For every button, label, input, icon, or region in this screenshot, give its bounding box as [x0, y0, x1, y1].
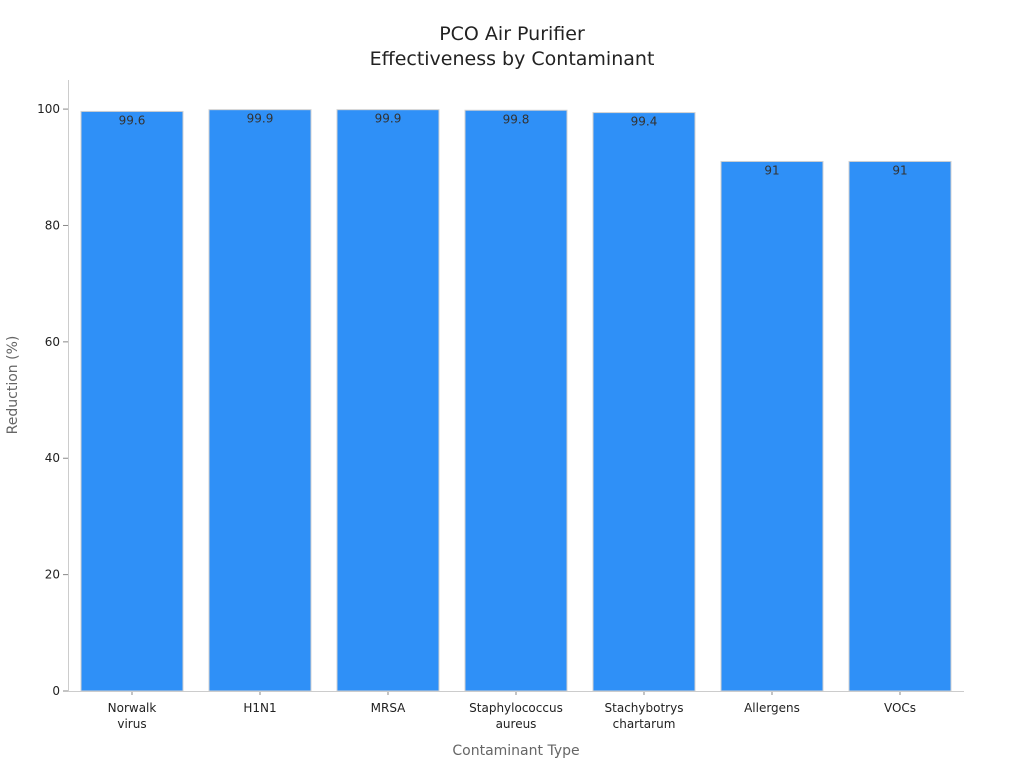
x-tick-label: Norwalk: [108, 701, 157, 715]
bar-value-label: 99.6: [119, 113, 146, 127]
x-tick-label: VOCs: [884, 701, 916, 715]
y-tick-label: 80: [45, 218, 60, 232]
bar-value-label: 91: [892, 163, 907, 177]
x-tick-label: Staphylococcus: [469, 701, 563, 715]
x-tick-label: chartarum: [613, 717, 676, 731]
bars: [80, 109, 952, 692]
value-labels: 99.6 99.9 99.9 99.8 99.4 91 91: [119, 112, 908, 178]
chart-title-line: PCO Air Purifier: [439, 23, 585, 45]
x-tick-label: Stachybotrys: [605, 701, 684, 715]
y-tick-label: 40: [45, 451, 60, 465]
y-axis-label: Reduction (%): [5, 336, 21, 435]
bar-value-label: 99.4: [631, 115, 658, 129]
x-tick-label: MRSA: [371, 701, 407, 715]
bar-value-label: 91: [764, 163, 779, 177]
chart-title: PCO Air Purifier Effectiveness by Contami…: [370, 23, 655, 70]
bar: [720, 160, 824, 692]
bar: [208, 109, 312, 692]
bar: [464, 109, 568, 692]
x-tick-label: aureus: [496, 717, 537, 731]
bar: [80, 110, 184, 692]
bar: [336, 109, 440, 692]
y-axis: 0 20 40 60 80 100: [37, 80, 69, 698]
x-tick-label: H1N1: [243, 701, 276, 715]
bar-value-label: 99.9: [247, 112, 274, 126]
y-tick-label: 0: [52, 684, 60, 698]
chart-title-line: Effectiveness by Contaminant: [370, 48, 655, 70]
x-tick-label: Allergens: [744, 701, 800, 715]
bar: [592, 112, 696, 692]
x-axis-label: Contaminant Type: [452, 743, 579, 759]
bar-value-label: 99.8: [503, 112, 530, 126]
y-tick-label: 20: [45, 568, 60, 582]
y-tick-label: 100: [37, 102, 60, 116]
x-axis: Norwalk virus H1N1 MRSA Staphylococcus aureus…: [68, 691, 964, 731]
x-tick-label: virus: [117, 717, 146, 731]
y-tick-label: 60: [45, 335, 60, 349]
bar: [848, 160, 952, 692]
bar-value-label: 99.9: [375, 112, 402, 126]
